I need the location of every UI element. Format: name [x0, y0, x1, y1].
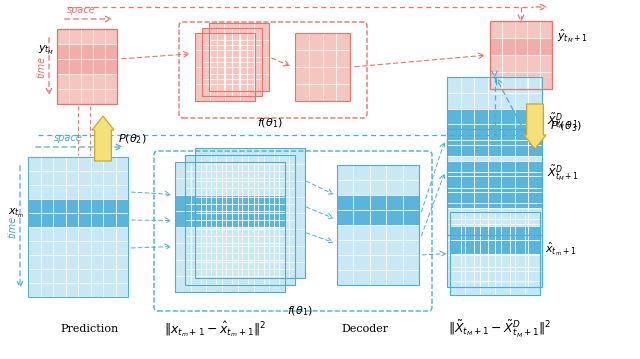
Bar [175, 195, 285, 211]
Bar [195, 33, 255, 101]
Bar [490, 21, 552, 89]
Text: time: time [36, 55, 46, 78]
Bar [57, 29, 117, 104]
Text: space: space [54, 133, 83, 143]
Bar [450, 226, 540, 240]
Bar [195, 148, 305, 278]
Bar [447, 160, 542, 176]
Text: space: space [67, 5, 95, 15]
Bar [57, 59, 117, 74]
Bar [447, 77, 542, 235]
Bar [490, 21, 552, 89]
Text: Prediction: Prediction [61, 324, 119, 334]
Bar [195, 148, 305, 278]
Bar [450, 212, 540, 295]
Bar [202, 28, 262, 96]
Bar [28, 157, 128, 297]
Bar [209, 23, 269, 91]
Text: $\hat{\mathit{x}}_{t_m+1}$: $\hat{\mathit{x}}_{t_m+1}$ [545, 241, 577, 258]
Bar [295, 33, 350, 101]
Bar [185, 155, 295, 285]
Bar [447, 192, 542, 208]
Bar [57, 44, 117, 59]
Bar [447, 109, 542, 125]
Bar [28, 157, 128, 297]
Bar [202, 28, 262, 96]
Text: Decoder: Decoder [341, 324, 388, 334]
Bar [337, 210, 419, 225]
Bar [450, 240, 540, 253]
Text: $\tilde{X}^D_{t_M+1}$: $\tilde{X}^D_{t_M+1}$ [547, 112, 579, 131]
Text: $\mathit{f}(\theta_1)$: $\mathit{f}(\theta_1)$ [287, 304, 313, 318]
Bar [185, 155, 295, 285]
Bar [175, 211, 285, 227]
Bar [175, 162, 285, 292]
Text: $P'(\theta_3)$: $P'(\theta_3)$ [550, 120, 582, 134]
Bar [447, 176, 542, 192]
Text: $\mathit{x}_{t_m}$: $\mathit{x}_{t_m}$ [8, 206, 25, 220]
Bar [447, 129, 542, 287]
Bar [28, 199, 128, 213]
Bar [195, 33, 255, 101]
Text: $\hat{\mathit{y}}_{t_M+1}$: $\hat{\mathit{y}}_{t_M+1}$ [557, 27, 588, 45]
Bar [447, 77, 542, 235]
Bar [447, 125, 542, 140]
Bar [447, 129, 542, 287]
Bar [450, 212, 540, 295]
Text: $\tilde{X}^D_{t_M+1}$: $\tilde{X}^D_{t_M+1}$ [547, 163, 579, 183]
Text: $\|\tilde{X}_{t_M+1} - \tilde{X}^D_{t_M+1}\|^2$: $\|\tilde{X}_{t_M+1} - \tilde{X}^D_{t_M+… [449, 318, 552, 340]
Polygon shape [92, 116, 114, 161]
Bar [175, 162, 285, 292]
Text: $\|\mathit{x}_{t_m+1} - \hat{\mathit{x}}_{t_m+1}\|^2$: $\|\mathit{x}_{t_m+1} - \hat{\mathit{x}}… [164, 319, 266, 339]
Bar [295, 33, 350, 101]
Bar [447, 140, 542, 156]
Bar [337, 165, 419, 285]
Bar [337, 195, 419, 210]
Bar [337, 165, 419, 285]
Bar [490, 38, 552, 55]
Bar [28, 213, 128, 227]
Text: $\mathit{y}_{t_M}$: $\mathit{y}_{t_M}$ [38, 43, 54, 56]
Text: $P(\theta_2)$: $P(\theta_2)$ [118, 132, 147, 146]
Polygon shape [524, 104, 546, 149]
Bar [209, 23, 269, 91]
Bar [57, 29, 117, 104]
Text: time: time [7, 216, 17, 238]
Text: $\mathit{f}(\theta_1)$: $\mathit{f}(\theta_1)$ [257, 116, 283, 130]
